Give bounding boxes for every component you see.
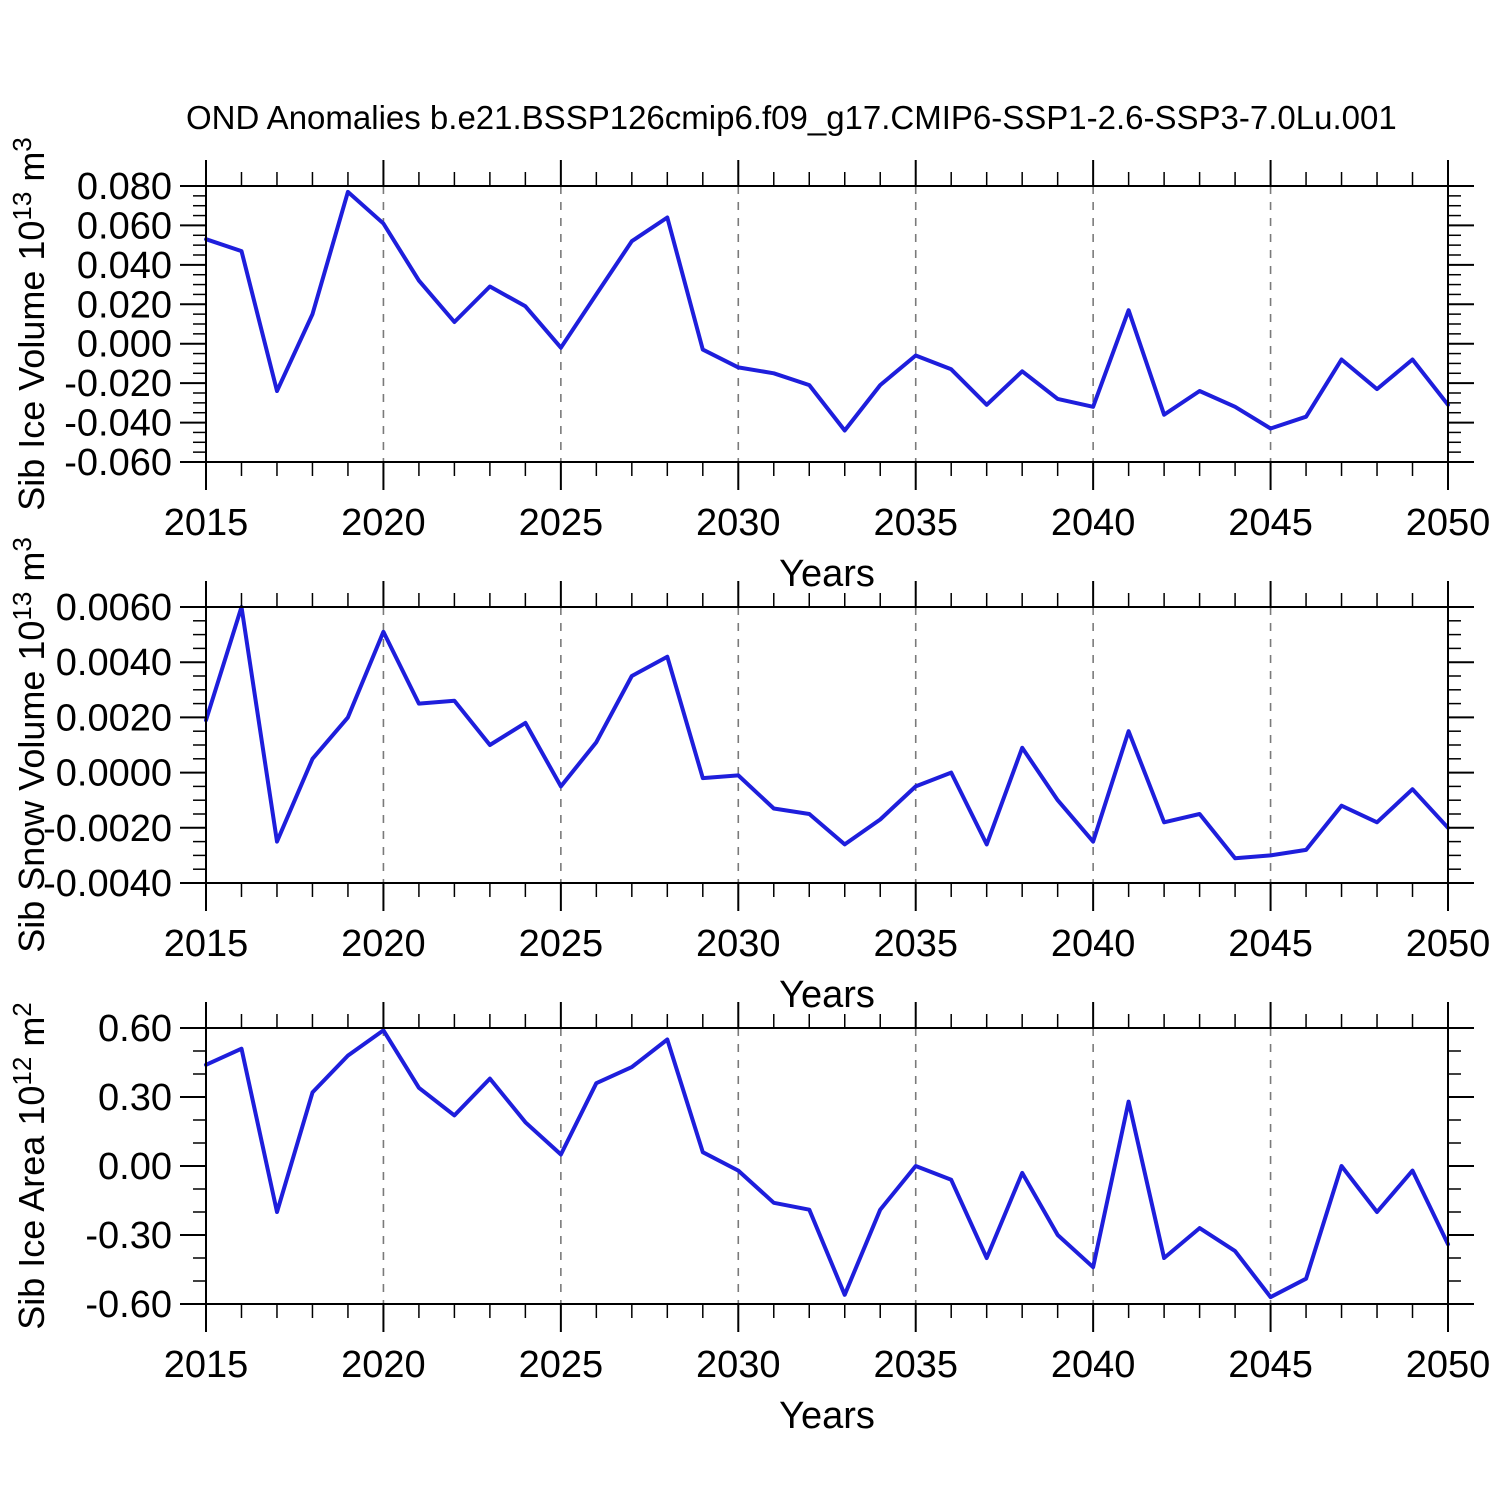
panel-1-x-tick-label-2025: 2025 [519,502,604,544]
panel-1-y-axis-title: Sib Ice Volume 1013 m3 [7,137,52,511]
panel-2-y-tick-label-0.0000: 0.0000 [56,753,172,795]
panel-3: 0.60 0.30 0.00 -0.30 -0.60 2015 2020 2025 2030 20… [7,1002,1490,1437]
panel-3-y-tick-label-0.30: 0.30 [98,1077,172,1119]
panel-3-x-tick-label-2050: 2050 [1406,1344,1491,1386]
panel-2-x-tick-label-2025: 2025 [519,923,604,965]
panel-2-x-tick-label-2050: 2050 [1406,923,1491,965]
panel-1-y-tick-label-0.060: 0.060 [77,205,172,247]
panel-1-x-tick-label-2035: 2035 [873,502,958,544]
chart-title: OND Anomalies b.e21.BSSP126cmip6.f09_g17… [186,99,1397,136]
panel-3-y-axis-title: Sib Ice Area 1012 m2 [7,1002,52,1330]
panel-2-x-axis-title: Years [779,974,875,1016]
panel-2-y-tick-label-0.0040: 0.0040 [56,642,172,684]
panel-3-x-tick-label-2030: 2030 [696,1344,781,1386]
panel-3-y-tick-label--0.60: -0.60 [85,1284,172,1326]
panel-2-y-tick-label--0.0020: -0.0020 [43,808,172,850]
panel-3-y-tick-label--0.30: -0.30 [85,1215,172,1257]
panel-1-x-tick-label-2050: 2050 [1406,502,1491,544]
panel-2-x-tick-label-2020: 2020 [341,923,426,965]
panel-2: 0.0060 0.0040 0.0020 0.0000 -0.0020 -0.0040 20… [7,537,1490,1016]
panel-2-y-tick-label--0.0040: -0.0040 [43,863,172,905]
panel-1-data-line [204,189,1450,433]
panel-3-y-tick-label-0.60: 0.60 [98,1008,172,1050]
panel-2-data-line [204,605,1450,861]
panel-3-x-axis-title: Years [779,1395,875,1437]
panel-3-x-tick-label-2035: 2035 [873,1344,958,1386]
panels-group: 0.0800.0600.0400.0200.000-0.020-0.040-0.… [7,137,1490,1437]
panel-1-x-tick-label-2015: 2015 [164,502,249,544]
panel-2-y-axis-title: Sib Snow Volume 1013 m3 [7,537,52,953]
panel-1-x-tick-label-2030: 2030 [696,502,781,544]
panel-2-x-tick-label-2045: 2045 [1228,923,1313,965]
panel-2-y-tick-label-0.0020: 0.0020 [56,697,172,739]
panel-1: 0.0800.0600.0400.0200.000-0.020-0.040-0.… [7,137,1490,595]
panel-2-x-tick-label-2040: 2040 [1051,923,1136,965]
panel-1-y-tick-label-0.020: 0.020 [77,284,172,326]
panel-1-y-tick-label-0.040: 0.040 [77,245,172,287]
panel-3-x-tick-label-2020: 2020 [341,1344,426,1386]
panel-1-y-tick-label-0.000: 0.000 [77,324,172,366]
panel-1-y-tick-label-0.080: 0.080 [77,166,172,208]
panel-1-x-tick-label-2040: 2040 [1051,502,1136,544]
panel-3-y-tick-label-0.00: 0.00 [98,1146,172,1188]
panel-3-x-tick-label-2025: 2025 [519,1344,604,1386]
panel-3-data-line [204,1028,1450,1300]
panel-1-y-tick-label--0.020: -0.020 [64,363,172,405]
panel-2-x-tick-label-2035: 2035 [873,923,958,965]
panel-2-x-tick-label-2015: 2015 [164,923,249,965]
panel-3-x-tick-label-2015: 2015 [164,1344,249,1386]
panel-2-y-tick-label-0.0060: 0.0060 [56,587,172,629]
panel-1-y-tick-label--0.060: -0.060 [64,442,172,484]
panel-3-x-tick-label-2040: 2040 [1051,1344,1136,1386]
panel-1-x-axis-title: Years [779,553,875,595]
panel-2-x-tick-label-2030: 2030 [696,923,781,965]
panel-1-y-tick-label--0.040: -0.040 [64,403,172,445]
panel-3-x-tick-label-2045: 2045 [1228,1344,1313,1386]
panel-1-x-tick-label-2045: 2045 [1228,502,1313,544]
panel-1-x-tick-label-2020: 2020 [341,502,426,544]
